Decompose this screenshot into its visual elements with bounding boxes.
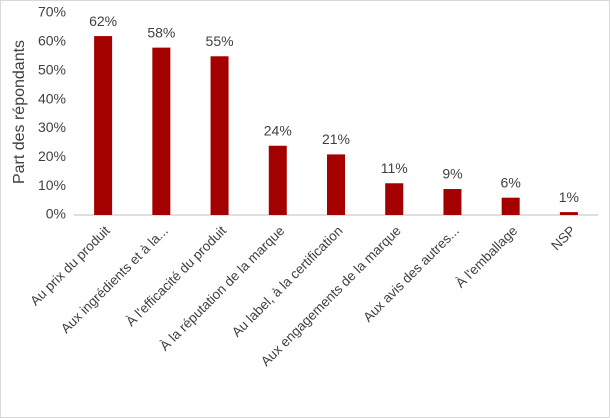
bar	[327, 154, 345, 215]
value-label: 21%	[322, 131, 350, 147]
y-tick-label: 70%	[38, 4, 66, 20]
value-label: 24%	[264, 122, 292, 138]
y-tick-label: 10%	[38, 177, 66, 193]
bar	[501, 197, 520, 215]
y-tick-label: 20%	[38, 148, 66, 164]
bar	[152, 47, 171, 215]
value-label: 9%	[442, 166, 462, 182]
y-tick-label: 30%	[38, 119, 66, 135]
y-tick-label: 50%	[38, 61, 66, 77]
bar	[559, 212, 578, 215]
bar	[443, 189, 462, 215]
y-tick-label: 60%	[38, 33, 66, 49]
value-label: 11%	[381, 160, 408, 176]
bar	[385, 183, 404, 215]
y-tick-label: 40%	[38, 90, 66, 106]
value-label: 6%	[501, 174, 521, 190]
y-tick-label: 0%	[46, 206, 66, 222]
value-label: 58%	[147, 24, 175, 40]
y-axis-title: Part des répondants	[11, 40, 28, 184]
bar	[210, 56, 229, 216]
value-label: 1%	[559, 189, 579, 205]
bar	[268, 145, 287, 215]
value-label: 62%	[89, 13, 117, 29]
value-label: 55%	[206, 33, 234, 49]
bar	[94, 36, 113, 216]
